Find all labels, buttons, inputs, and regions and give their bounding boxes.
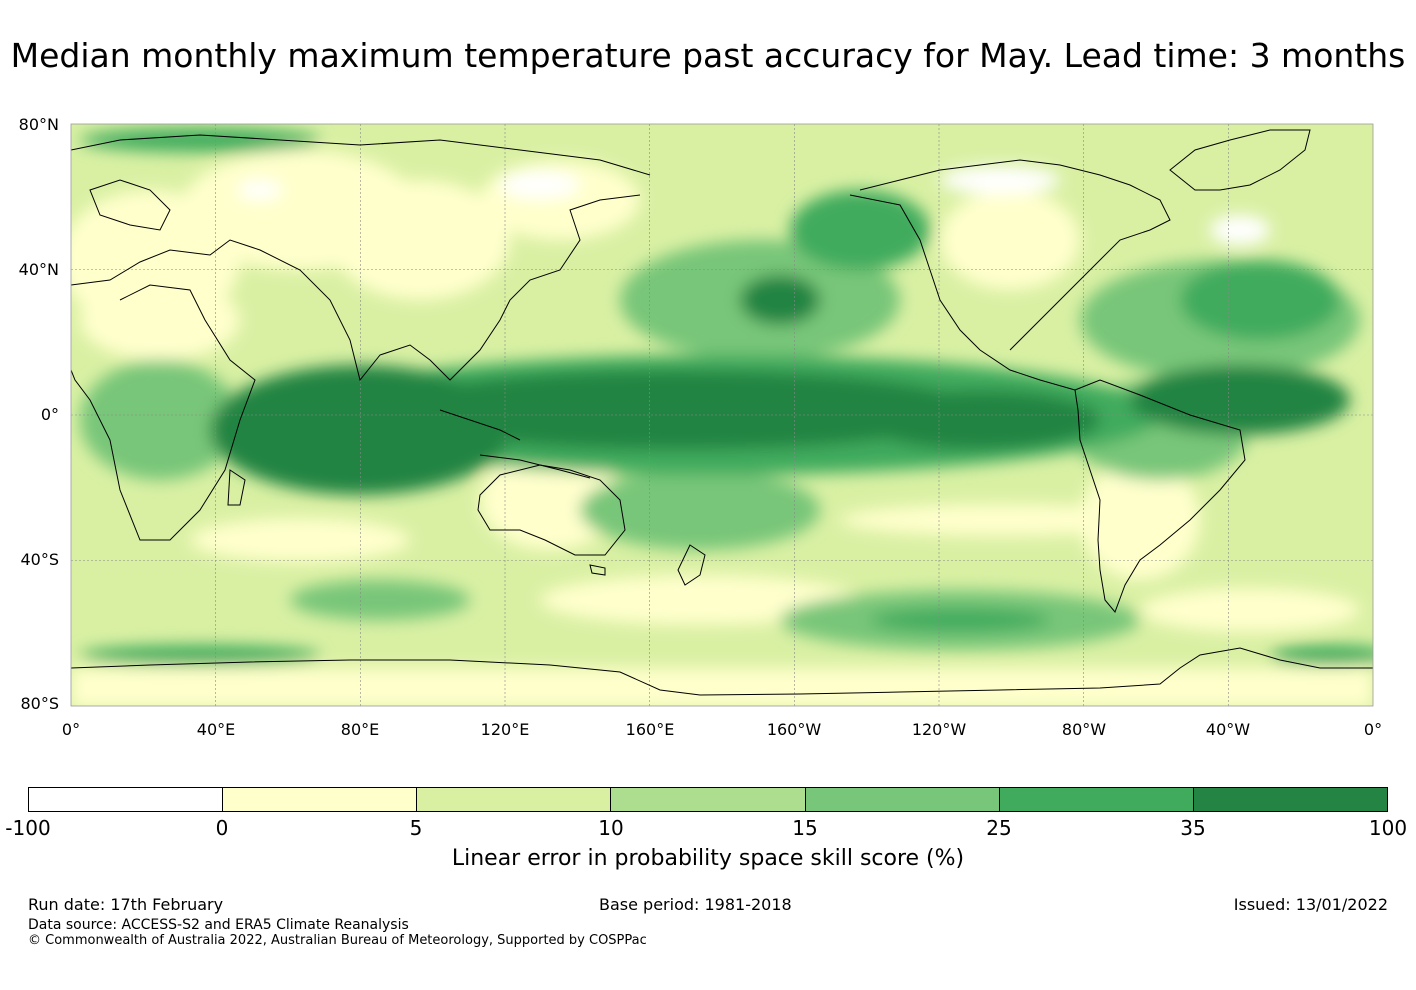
colorbar-segment	[999, 788, 1194, 811]
data-source: Data source: ACCESS-S2 and ERA5 Climate …	[28, 917, 409, 933]
colorbar-tick: 10	[598, 816, 624, 840]
lat-label-80n: 80°N	[18, 115, 59, 134]
lon-label-0-left: 0°	[61, 720, 81, 739]
colorbar-tick: 15	[792, 816, 818, 840]
lon-label-0-right: 0°	[1363, 720, 1383, 739]
lon-label-40e: 40°E	[196, 720, 236, 739]
colorbar-segment	[805, 788, 1000, 811]
lon-label-160e: 160°E	[625, 720, 675, 739]
colorbar-tick: 100	[1368, 816, 1408, 840]
colorbar-label: Linear error in probability space skill …	[451, 846, 965, 871]
colorbar-tick: 35	[1180, 816, 1206, 840]
colorbar-segment	[29, 788, 224, 811]
lat-label-40n: 40°N	[18, 260, 59, 279]
run-date: Run date: 17th February	[28, 895, 224, 914]
issued-date: Issued: 13/01/2022	[1233, 895, 1388, 914]
colorbar-segment	[417, 788, 612, 811]
skill-score-map	[70, 123, 1374, 707]
map-frame	[70, 123, 1374, 707]
lat-label-0: 0°	[40, 405, 59, 424]
lat-label-80s: 80°S	[20, 694, 59, 713]
base-period: Base period: 1981-2018	[599, 895, 792, 914]
colorbar-tick: 25	[986, 816, 1012, 840]
colorbar-segment	[611, 788, 806, 811]
lon-label-80w: 80°W	[1061, 720, 1107, 739]
colorbar-segment	[223, 788, 418, 811]
lon-label-160w: 160°W	[766, 720, 822, 739]
lon-label-120w: 120°W	[911, 720, 967, 739]
coastlines	[71, 129, 1373, 696]
chart-title: Median monthly maximum temperature past …	[10, 36, 1406, 75]
colorbar	[28, 787, 1388, 812]
lon-label-80e: 80°E	[340, 720, 380, 739]
map-field	[71, 124, 1373, 706]
lon-label-40w: 40°W	[1205, 720, 1251, 739]
lon-label-120e: 120°E	[480, 720, 530, 739]
lat-label-40s: 40°S	[20, 550, 59, 569]
graticule	[71, 124, 1373, 706]
colorbar-tick: 5	[409, 816, 423, 840]
colorbar-tick: -100	[5, 816, 51, 840]
copyright: © Commonwealth of Australia 2022, Austra…	[28, 933, 647, 948]
colorbar-segment	[1193, 788, 1387, 811]
colorbar-tick: 0	[215, 816, 229, 840]
